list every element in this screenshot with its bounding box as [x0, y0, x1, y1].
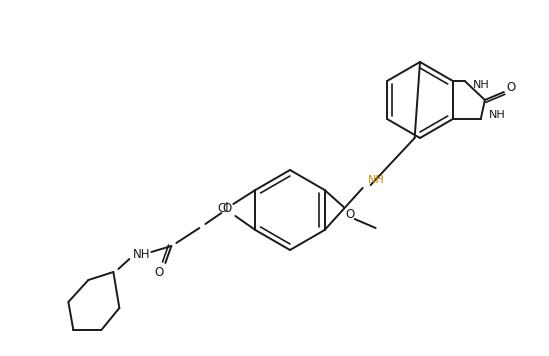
Text: O: O — [223, 201, 232, 215]
Text: Cl: Cl — [217, 203, 229, 215]
Text: O: O — [345, 209, 354, 221]
Text: NH: NH — [489, 110, 506, 120]
Text: NH: NH — [473, 80, 490, 90]
Text: O: O — [506, 82, 516, 94]
Text: NH: NH — [368, 175, 385, 185]
Text: O: O — [155, 266, 164, 278]
Text: NH: NH — [133, 247, 150, 261]
